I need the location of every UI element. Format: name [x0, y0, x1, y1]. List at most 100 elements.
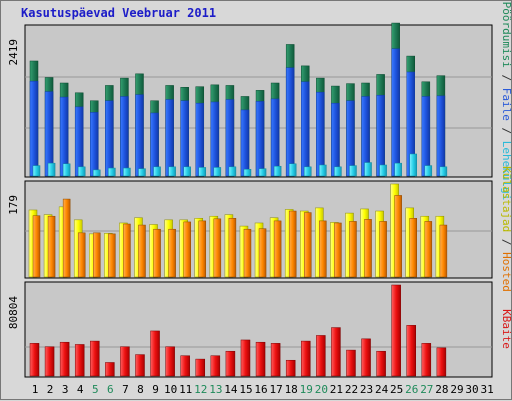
bar-sites-day-15	[243, 228, 252, 278]
bar-sites-day-3	[62, 198, 71, 278]
bar-sites-day-28	[439, 224, 448, 278]
y-max-label-kbytes: 80804	[7, 296, 20, 329]
bar-kbytes-day-7	[120, 346, 130, 377]
bar-pages-day-27	[424, 165, 433, 177]
bar-pages-day-4	[77, 166, 86, 177]
x-tick-day-7: 7	[122, 383, 129, 396]
bar-kbytes-day-4	[74, 344, 85, 377]
x-tick-day-9: 9	[152, 383, 159, 396]
bar-pages-day-8	[138, 168, 146, 177]
bar-files-day-5	[90, 112, 99, 177]
x-tick-day-5: 5	[92, 383, 99, 396]
bar-kbytes-day-16	[255, 341, 266, 377]
bar-files-day-12	[195, 102, 205, 177]
bar-files-day-20	[316, 91, 325, 177]
bar-kbytes-day-23	[361, 338, 371, 377]
bar-kbytes-day-26	[406, 325, 416, 377]
side-label-top-part-1: /	[500, 68, 512, 88]
bar-pages-day-26	[409, 153, 417, 177]
bar-files-day-18	[285, 67, 295, 177]
bar-pages-day-16	[258, 168, 267, 177]
bar-kbytes-day-12	[195, 358, 206, 377]
bar-kbytes-day-5	[90, 340, 100, 377]
bar-pages-day-24	[379, 164, 387, 177]
bar-files-day-16	[255, 101, 265, 177]
side-label-top-part-4: Lehekülgi	[500, 141, 512, 201]
bar-pages-day-25	[394, 162, 402, 177]
bar-kbytes-day-20	[316, 335, 326, 377]
x-tick-day-15: 15	[239, 383, 252, 396]
bar-kbytes-day-19	[301, 340, 311, 377]
x-tick-day-1: 1	[32, 383, 39, 396]
bar-files-day-11	[180, 100, 189, 177]
side-label-top-part-3: /	[500, 121, 512, 141]
chart-title: Kasutuspäevad Veebruar 2011	[21, 6, 217, 20]
bar-sites-day-7	[123, 223, 131, 278]
x-tick-day-24: 24	[375, 383, 389, 396]
bar-kbytes-day-17	[270, 343, 281, 377]
bar-files-day-25	[391, 48, 400, 177]
bar-pages-day-22	[349, 165, 357, 177]
y-max-label-hits-files-pages: 2419	[7, 39, 20, 66]
x-tick-day-3: 3	[62, 383, 69, 396]
bar-sites-day-24	[379, 221, 387, 278]
bar-files-day-21	[331, 102, 340, 177]
bar-pages-day-17	[273, 165, 282, 177]
x-tick-day-10: 10	[164, 383, 177, 396]
bar-pages-day-15	[243, 169, 252, 177]
side-label-middle-part-1: /	[500, 232, 512, 252]
bar-files-day-14	[225, 99, 235, 177]
bar-kbytes-day-27	[421, 343, 432, 377]
x-tick-day-19: 19	[300, 383, 313, 396]
side-label-bottom: KBaite	[500, 309, 512, 349]
side-label-middle-part-2: Hosted	[500, 252, 512, 292]
bar-pages-day-13	[213, 167, 222, 177]
x-tick-day-2: 2	[47, 383, 54, 396]
bar-kbytes-day-15	[240, 339, 251, 377]
bar-pages-day-2	[47, 162, 56, 177]
bar-files-day-6	[105, 100, 114, 177]
bar-pages-day-1	[32, 165, 41, 177]
x-tick-day-11: 11	[179, 383, 192, 396]
bar-sites-day-2	[47, 215, 56, 278]
bar-sites-day-16	[258, 228, 267, 278]
x-tick-day-4: 4	[77, 383, 84, 396]
x-tick-day-8: 8	[137, 383, 144, 396]
bar-pages-day-5	[93, 169, 101, 177]
bar-kbytes-day-18	[285, 359, 296, 377]
bar-files-day-7	[120, 96, 129, 177]
x-tick-day-13: 13	[209, 383, 222, 396]
bar-kbytes-day-1	[29, 343, 40, 377]
bar-sites-day-18	[288, 210, 297, 278]
x-tick-day-30: 30	[465, 383, 478, 396]
bar-kbytes-day-14	[225, 350, 236, 377]
x-tick-day-31: 31	[480, 383, 493, 396]
x-tick-day-14: 14	[224, 383, 238, 396]
side-label-middle-part-0: Külastajad	[500, 166, 512, 232]
bar-sites-day-11	[183, 221, 191, 278]
side-label-bottom-part-0: KBaite	[500, 309, 512, 349]
bar-kbytes-day-21	[331, 327, 341, 377]
bar-pages-day-18	[288, 163, 297, 177]
y-max-label-visits-sites: 179	[7, 195, 20, 215]
x-tick-day-21: 21	[330, 383, 343, 396]
bar-pages-day-6	[108, 167, 116, 177]
bar-kbytes-day-2	[44, 346, 55, 377]
bar-kbytes-day-22	[346, 349, 356, 377]
x-tick-day-20: 20	[315, 383, 328, 396]
bar-sites-day-25	[394, 195, 402, 278]
bar-kbytes-day-11	[180, 355, 190, 377]
bar-sites-day-10	[168, 228, 176, 278]
x-tick-day-22: 22	[345, 383, 358, 396]
bar-kbytes-day-9	[150, 330, 160, 377]
bar-kbytes-day-28	[436, 347, 447, 377]
bar-kbytes-day-6	[105, 362, 115, 377]
bar-sites-day-1	[32, 215, 41, 278]
bar-pages-day-21	[334, 166, 342, 177]
x-tick-day-27: 27	[420, 383, 433, 396]
bar-files-day-28	[436, 95, 446, 177]
bar-sites-day-21	[334, 222, 342, 278]
side-label-top-part-2: Failе	[500, 88, 512, 121]
bar-sites-day-12	[198, 220, 207, 278]
